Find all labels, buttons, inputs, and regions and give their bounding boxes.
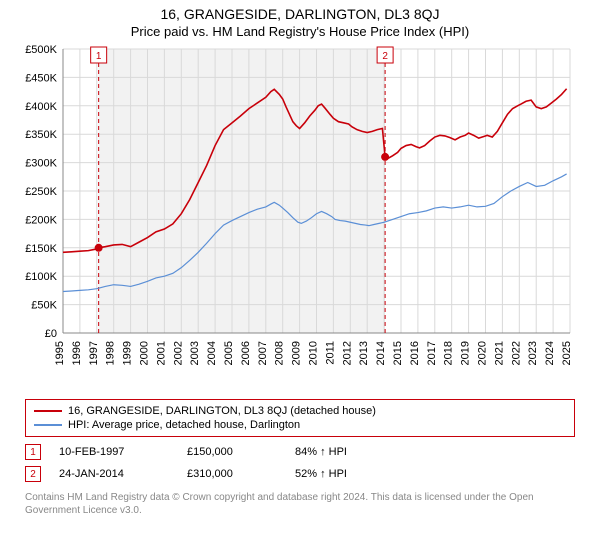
- svg-text:2018: 2018: [443, 341, 455, 365]
- sales-table: 1 10-FEB-1997 £150,000 84% ↑ HPI 2 24-JAN-201…: [25, 441, 575, 485]
- chart-svg: £0 £50K £100K £150K £200K £250K £300K £350K £400…: [15, 43, 575, 393]
- legend-label: HPI: Average price, detached house, Darl…: [68, 419, 300, 431]
- svg-text:2003: 2003: [189, 341, 201, 365]
- svg-text:2004: 2004: [206, 341, 218, 365]
- chart-title: 16, GRANGESIDE, DARLINGTON, DL3 8QJ: [0, 0, 600, 22]
- svg-text:£450K: £450K: [25, 72, 57, 84]
- svg-text:2021: 2021: [493, 341, 505, 365]
- svg-text:£300K: £300K: [25, 158, 57, 170]
- svg-text:£50K: £50K: [31, 300, 57, 312]
- sale-row: 1 10-FEB-1997 £150,000 84% ↑ HPI: [25, 441, 575, 463]
- svg-text:1997: 1997: [88, 341, 100, 365]
- svg-text:2020: 2020: [477, 341, 489, 365]
- svg-text:2002: 2002: [172, 341, 184, 365]
- svg-text:2015: 2015: [392, 341, 404, 365]
- sale-row: 2 24-JAN-2014 £310,000 52% ↑ HPI: [25, 463, 575, 485]
- svg-text:1: 1: [96, 51, 102, 62]
- svg-text:2012: 2012: [341, 341, 353, 365]
- svg-text:2013: 2013: [358, 341, 370, 365]
- legend-item: 16, GRANGESIDE, DARLINGTON, DL3 8QJ (det…: [34, 404, 566, 418]
- svg-text:1999: 1999: [122, 341, 134, 365]
- sale-price: £150,000: [187, 446, 277, 458]
- svg-text:1995: 1995: [54, 341, 66, 365]
- chart-container: 16, GRANGESIDE, DARLINGTON, DL3 8QJ Pric…: [0, 0, 600, 560]
- svg-text:2008: 2008: [274, 341, 286, 365]
- sale-badge: 2: [25, 466, 41, 482]
- sale-date: 10-FEB-1997: [59, 446, 169, 458]
- legend-swatch: [34, 410, 62, 412]
- svg-text:2011: 2011: [324, 341, 336, 365]
- svg-text:2024: 2024: [544, 341, 556, 365]
- svg-text:2023: 2023: [527, 341, 539, 365]
- svg-text:2016: 2016: [409, 341, 421, 365]
- legend: 16, GRANGESIDE, DARLINGTON, DL3 8QJ (det…: [25, 399, 575, 437]
- svg-text:2019: 2019: [460, 341, 472, 365]
- svg-text:2025: 2025: [561, 341, 573, 365]
- svg-text:£250K: £250K: [25, 186, 57, 198]
- svg-text:2007: 2007: [257, 341, 269, 365]
- svg-text:2006: 2006: [240, 341, 252, 365]
- svg-text:2022: 2022: [510, 341, 522, 365]
- svg-text:2009: 2009: [291, 341, 303, 365]
- svg-text:£350K: £350K: [25, 129, 57, 141]
- svg-text:1998: 1998: [105, 341, 117, 365]
- svg-text:£400K: £400K: [25, 101, 57, 113]
- svg-text:2001: 2001: [155, 341, 167, 365]
- sale-hpi: 84% ↑ HPI: [295, 446, 395, 458]
- sale-date: 24-JAN-2014: [59, 468, 169, 480]
- svg-text:1996: 1996: [71, 341, 83, 365]
- svg-text:£0: £0: [45, 328, 57, 340]
- sale-badge: 1: [25, 444, 41, 460]
- svg-text:2014: 2014: [375, 341, 387, 365]
- svg-text:2005: 2005: [223, 341, 235, 365]
- sale-hpi: 52% ↑ HPI: [295, 468, 395, 480]
- sale-price: £310,000: [187, 468, 277, 480]
- chart-plot: £0 £50K £100K £150K £200K £250K £300K £350K £400…: [15, 43, 575, 393]
- footnote: Contains HM Land Registry data © Crown c…: [25, 491, 575, 517]
- svg-text:£150K: £150K: [25, 243, 57, 255]
- legend-item: HPI: Average price, detached house, Darl…: [34, 418, 566, 432]
- svg-text:£500K: £500K: [25, 44, 57, 56]
- legend-swatch: [34, 424, 62, 426]
- legend-label: 16, GRANGESIDE, DARLINGTON, DL3 8QJ (det…: [68, 405, 376, 417]
- chart-subtitle: Price paid vs. HM Land Registry's House …: [0, 22, 600, 43]
- svg-text:2: 2: [382, 51, 388, 62]
- svg-text:2017: 2017: [426, 341, 438, 365]
- svg-text:£100K: £100K: [25, 271, 57, 283]
- svg-text:2000: 2000: [139, 341, 151, 365]
- svg-text:2010: 2010: [308, 341, 320, 365]
- svg-text:£200K: £200K: [25, 214, 57, 226]
